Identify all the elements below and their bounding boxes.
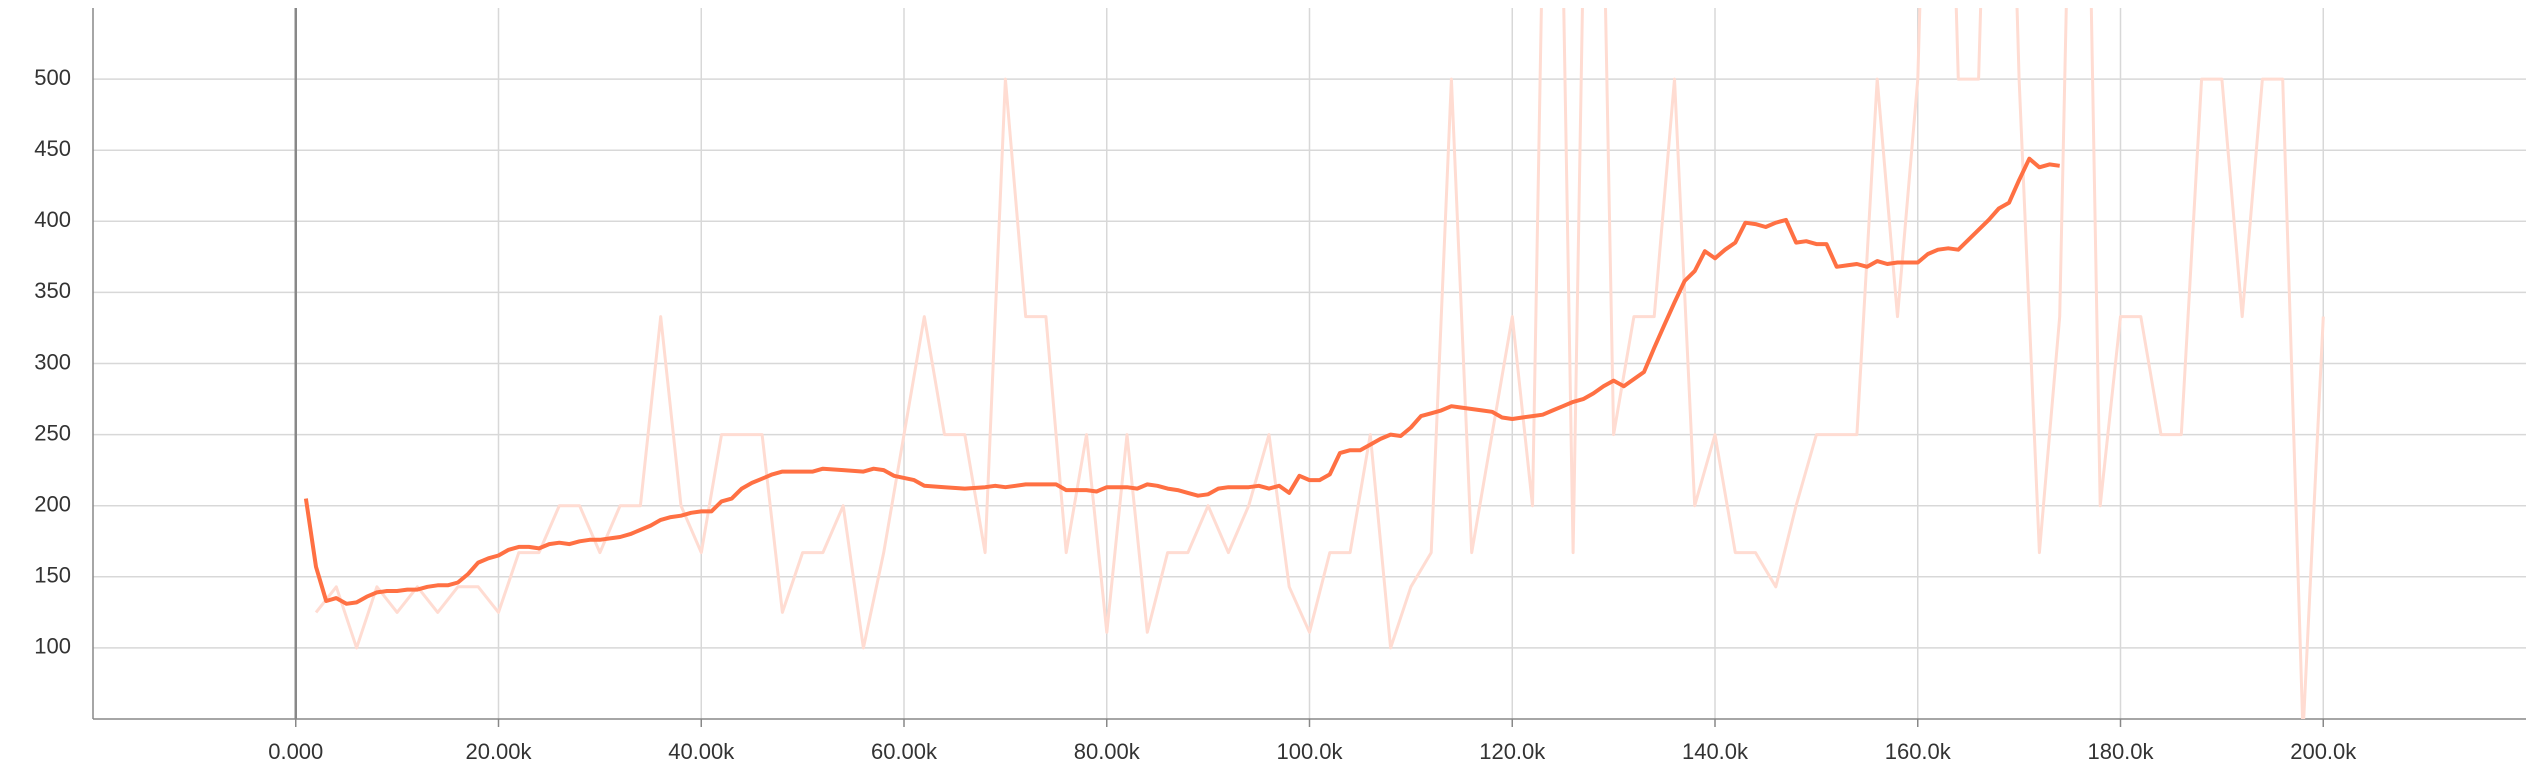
y-tick-label: 450 [34, 136, 71, 161]
x-tick-label: 80.00k [1074, 739, 1141, 764]
y-tick-label: 250 [34, 420, 71, 445]
x-tick-label: 20.00k [465, 739, 532, 764]
series-line [314, 8, 2325, 719]
y-tick-label: 500 [34, 65, 71, 90]
x-tick-label: 40.00k [668, 739, 735, 764]
y-tick-label: 350 [34, 278, 71, 303]
x-tick-label: 200.0k [2290, 739, 2357, 764]
x-tick-label: 0.000 [268, 739, 323, 764]
y-tick-label: 150 [34, 563, 71, 588]
y-tick-label: 100 [34, 634, 71, 659]
x-tick-label: 160.0k [1885, 739, 1952, 764]
y-tick-label: 200 [34, 492, 71, 517]
y-tick-label: 400 [34, 207, 71, 232]
plot-area [303, 8, 2325, 719]
series-line [303, 156, 2060, 606]
x-tick-label: 180.0k [2087, 739, 2154, 764]
x-tick-label: 140.0k [1682, 739, 1749, 764]
x-tick-label: 60.00k [871, 739, 938, 764]
y-tick-label: 300 [34, 349, 71, 374]
x-tick-label: 120.0k [1479, 739, 1546, 764]
x-tick-label: 100.0k [1276, 739, 1343, 764]
